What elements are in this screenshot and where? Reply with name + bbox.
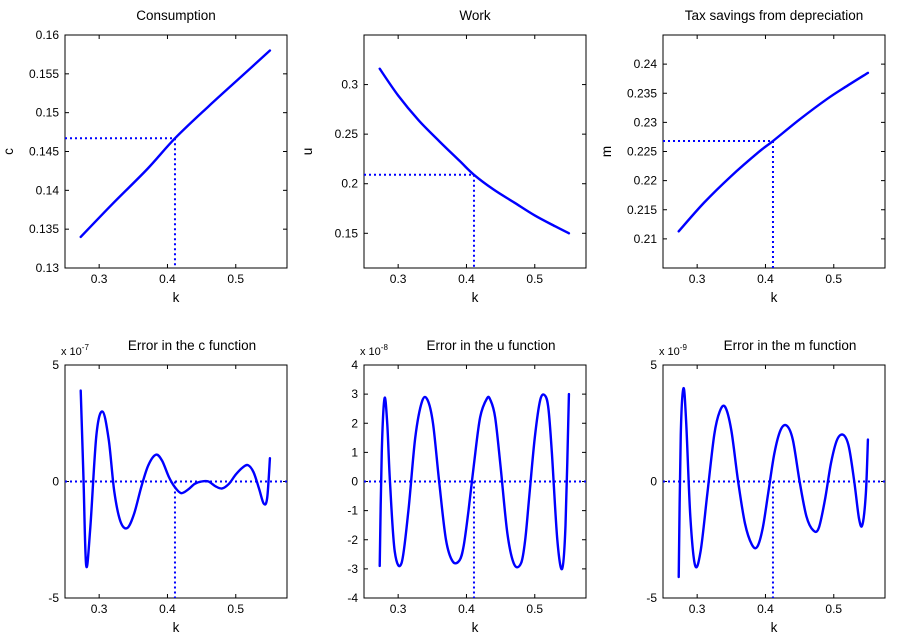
y-tick-label: 0.16 (36, 28, 60, 42)
x-axis-label: k (472, 620, 479, 635)
y-tick-label: -4 (347, 591, 358, 605)
axes-box (363, 34, 587, 269)
x-tick-label: 0.5 (227, 272, 244, 286)
series-line (79, 49, 272, 239)
exponent-label: x 10-7 (61, 343, 89, 358)
y-tick-label: 0 (351, 475, 358, 489)
x-tick-label: 0.5 (825, 602, 842, 616)
plot-title: Error in the c function (128, 338, 256, 353)
series-line (378, 392, 571, 571)
x-tick-label: 0.5 (227, 602, 244, 616)
series-line (79, 389, 272, 569)
x-tick-label: 0.3 (390, 602, 407, 616)
y-tick-label: 0.215 (627, 203, 657, 217)
y-tick-label: 1 (351, 445, 358, 459)
subplot-5: 0.3 0.4 0.5 -4 -3 -2 -1 0 1 2 3 4 Error in the u fun… (347, 338, 587, 635)
x-tick-label: 0.5 (526, 602, 543, 616)
y-tick-label: 0.2 (341, 177, 358, 191)
series-line (677, 387, 870, 579)
x-tick-label: 0.4 (458, 272, 475, 286)
x-tick-label: 0.4 (458, 602, 475, 616)
x-tick-label: 0.5 (825, 272, 842, 286)
exponent-power: -9 (680, 343, 688, 352)
y-tick-label: 0.15 (335, 226, 359, 240)
x-tick-label: 0.4 (159, 602, 176, 616)
y-tick-label: 0.235 (627, 86, 657, 100)
x-tick-label: 0.4 (757, 272, 774, 286)
y-tick-label: 0.15 (36, 106, 60, 120)
y-tick-label: -3 (347, 562, 358, 576)
subplot-6: 0.3 0.4 0.5 -5 0 5 Error in the m function x 10… (646, 338, 886, 635)
y-axis-label: m (599, 146, 614, 157)
y-tick-label: 0.24 (634, 57, 658, 71)
exponent-label: x 10-9 (659, 343, 687, 358)
y-tick-label: 0.13 (36, 261, 60, 275)
y-tick-label: -1 (347, 504, 358, 518)
x-tick-label: 0.5 (526, 272, 543, 286)
y-tick-label: 2 (351, 416, 358, 430)
x-tick-label: 0.4 (159, 272, 176, 286)
y-tick-label: -5 (646, 591, 657, 605)
axes-box (64, 34, 288, 269)
y-tick-label: 0.225 (627, 145, 657, 159)
x-tick-label: 0.3 (689, 272, 706, 286)
subplot-1: 0.3 0.4 0.5 0.13 0.135 0.14 0.145 0.15 0.155 0.16… (1, 8, 288, 305)
y-tick-label: 5 (52, 358, 59, 372)
exponent-power: -8 (381, 343, 389, 352)
y-tick-label: 0.22 (634, 174, 658, 188)
series-line (677, 71, 870, 233)
axes-box (662, 34, 886, 269)
y-tick-label: -5 (48, 591, 59, 605)
plot-title: Error in the m function (724, 338, 857, 353)
y-tick-label: 4 (351, 358, 358, 372)
plot-title: Work (459, 8, 491, 23)
x-axis-label: k (472, 290, 479, 305)
x-axis-label: k (173, 620, 180, 635)
y-tick-label: 0.155 (29, 67, 59, 81)
x-tick-label: 0.3 (91, 602, 108, 616)
y-tick-label: 0.25 (335, 127, 359, 141)
series-line (378, 67, 571, 235)
x-axis-label: k (771, 620, 778, 635)
y-axis-label: c (1, 148, 16, 155)
plot-title: Tax savings from depreciation (685, 8, 864, 23)
exponent-power: -7 (82, 343, 90, 352)
plot-title: Consumption (136, 8, 216, 23)
x-tick-label: 0.3 (689, 602, 706, 616)
x-tick-label: 0.3 (390, 272, 407, 286)
exponent-label: x 10-8 (360, 343, 388, 358)
y-axis-label: u (300, 148, 315, 156)
subplot-4: 0.3 0.4 0.5 -5 0 5 Error in the c function x 10… (48, 338, 288, 635)
y-tick-label: 0.145 (29, 145, 59, 159)
y-tick-label: -2 (347, 533, 358, 547)
y-tick-label: 0 (52, 475, 59, 489)
y-tick-label: 0.23 (634, 115, 658, 129)
y-tick-label: 0.21 (634, 232, 658, 246)
y-tick-label: 0.14 (36, 183, 60, 197)
x-axis-label: k (173, 290, 180, 305)
subplot-3: 0.3 0.4 0.5 0.21 0.215 0.22 0.225 0.23 0.235 0.24… (599, 8, 886, 305)
y-tick-label: 0.3 (341, 78, 358, 92)
x-tick-label: 0.3 (91, 272, 108, 286)
subplot-2: 0.3 0.4 0.5 0.15 0.2 0.25 0.3 Work k u (300, 8, 587, 305)
y-tick-label: 5 (650, 358, 657, 372)
y-tick-label: 0 (650, 475, 657, 489)
x-axis-label: k (771, 290, 778, 305)
plot-title: Error in the u function (426, 338, 555, 353)
y-tick-label: 0.135 (29, 222, 59, 236)
x-tick-label: 0.4 (757, 602, 774, 616)
y-tick-label: 3 (351, 387, 358, 401)
